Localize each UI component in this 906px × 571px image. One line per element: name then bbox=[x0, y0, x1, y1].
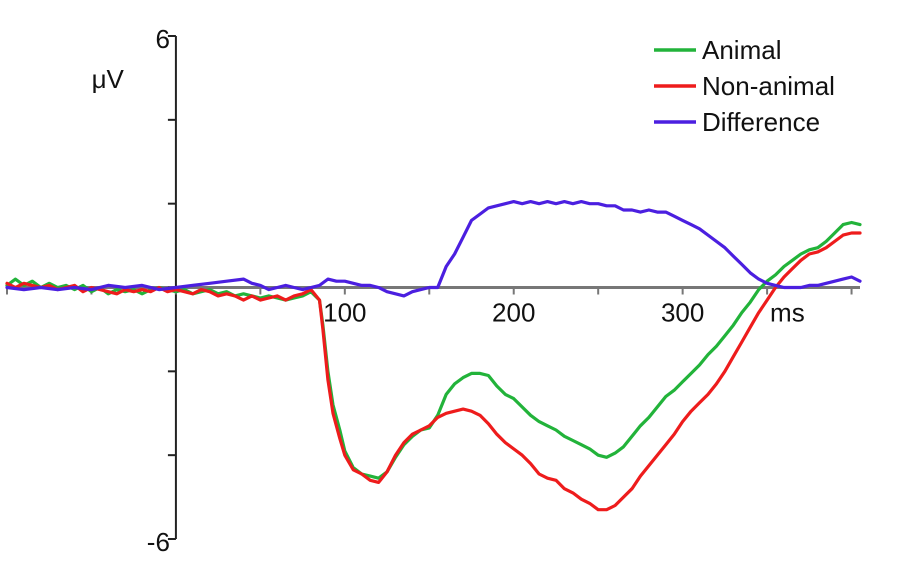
series-line-difference bbox=[5, 200, 862, 298]
y-axis-label: μV bbox=[92, 64, 125, 94]
x-tick-label: 100 bbox=[323, 298, 366, 328]
x-tick-label: 300 bbox=[661, 298, 704, 328]
series-line-non-animal bbox=[5, 231, 862, 512]
legend-label-difference: Difference bbox=[702, 107, 820, 137]
series-layer bbox=[5, 200, 862, 512]
series-line-animal bbox=[5, 220, 862, 480]
y-tick-label: 6 bbox=[155, 24, 169, 54]
x-tick-label: 200 bbox=[492, 298, 535, 328]
labels-layer: μV ms 100 200 300 6 -6 bbox=[92, 24, 805, 557]
legend: Animal Non-animal Difference bbox=[654, 35, 835, 137]
legend-label-non-animal: Non-animal bbox=[702, 71, 835, 101]
legend-label-animal: Animal bbox=[702, 35, 781, 65]
x-axis-unit-label: ms bbox=[770, 298, 805, 328]
y-tick-label: -6 bbox=[147, 527, 170, 557]
